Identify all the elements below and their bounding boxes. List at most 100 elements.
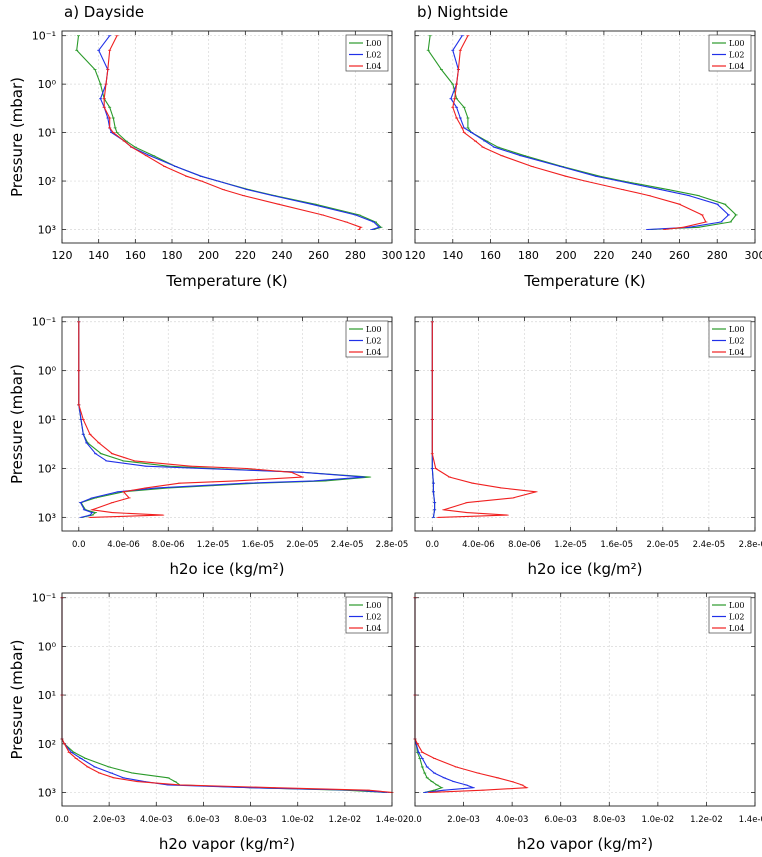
panel-ice_night: 0.0 4.0e-06 8.0e-06 1.2e-05 1.6e-05 2.0e-05 2.… (414, 316, 762, 578)
y-axis-label: Pressure (mbar) (8, 77, 26, 197)
plot-area (62, 31, 392, 243)
x-tick-label-4: 200 (556, 249, 577, 262)
y-axis-label: Pressure (mbar) (8, 639, 26, 759)
x-axis-label: h2o vapor (kg/m²) (159, 835, 295, 853)
x-tick-label-2: 8.0e-06 (508, 540, 541, 550)
x-tick-label-2: 160 (480, 249, 501, 262)
series-line-l04 (103, 35, 362, 230)
legend: L00 L02 L04 (708, 34, 752, 72)
y-tick-label-4: 10³ (38, 223, 56, 236)
legend-label-l02: L02 (729, 51, 745, 60)
y-tick-label-1: 10⁰ (38, 640, 57, 653)
legend-box (708, 596, 752, 634)
legend-label-l04: L04 (366, 348, 382, 357)
y-tick-label-3: 10² (38, 175, 56, 188)
series-line-l00 (427, 35, 737, 231)
legend-box (708, 320, 752, 358)
panel-title: b) Nightside (417, 3, 508, 21)
plot-area (62, 317, 392, 531)
y-tick-label-0: 10⁻¹ (32, 316, 56, 329)
x-tick-label-3: 1.2e-05 (197, 540, 230, 550)
x-tick-label-1: 140 (442, 249, 463, 262)
legend-label-l00: L00 (729, 601, 745, 610)
x-tick-label-5: 1.0e-02 (642, 815, 675, 825)
legend-box (345, 596, 389, 634)
legend-label-l00: L00 (729, 325, 745, 334)
x-tick-label-5: 220 (235, 249, 256, 262)
plot-frame (414, 30, 756, 244)
x-tick-label-6: 1.2e-02 (690, 815, 723, 825)
y-tick-label-3: 10² (38, 462, 56, 475)
legend-label-l00: L00 (729, 39, 745, 48)
x-axis-label: Temperature (K) (523, 272, 645, 290)
series-line-l00 (76, 35, 382, 231)
x-tick-label-5: 2.0e-05 (286, 540, 319, 550)
plot-frame (414, 592, 756, 807)
legend-label-l02: L02 (729, 613, 745, 622)
x-tick-label-7: 260 (308, 249, 329, 262)
y-axis-label: Pressure (mbar) (8, 364, 26, 484)
x-tick-label-2: 160 (125, 249, 146, 262)
x-tick-label-4: 8.0e-03 (593, 815, 626, 825)
plot-area (62, 593, 392, 806)
legend-label-l04: L04 (729, 348, 745, 357)
x-tick-label-3: 1.2e-05 (554, 540, 587, 550)
x-tick-label-4: 1.6e-05 (600, 540, 633, 550)
y-tick-label-1: 10⁰ (38, 78, 57, 91)
x-tick-label-5: 1.0e-02 (281, 815, 314, 825)
x-tick-label-9: 300 (382, 249, 403, 262)
x-tick-label-6: 240 (631, 249, 652, 262)
x-tick-label-0: 0.0 (408, 815, 422, 825)
legend-label-l02: L02 (729, 337, 745, 346)
x-tick-label-2: 4.0e-03 (496, 815, 529, 825)
x-tick-label-6: 240 (272, 249, 293, 262)
panel-vap_day: 0.0 2.0e-03 4.0e-03 6.0e-03 8.0e-03 1.0e-02 1.… (8, 592, 408, 853)
x-tick-label-8: 280 (707, 249, 728, 262)
series-line-l02 (450, 35, 730, 231)
x-tick-label-0: 0.0 (55, 815, 69, 825)
legend: L00 L02 L04 (345, 596, 389, 634)
x-tick-label-4: 8.0e-03 (234, 815, 267, 825)
legend: L00 L02 L04 (345, 34, 389, 72)
x-tick-label-2: 8.0e-06 (152, 540, 185, 550)
panel-vap_night: 0.0 2.0e-03 4.0e-03 6.0e-03 8.0e-03 1.0e-02 1.… (408, 592, 762, 853)
x-tick-label-1: 2.0e-03 (447, 815, 480, 825)
x-tick-label-6: 2.4e-05 (331, 540, 364, 550)
plot-area (415, 317, 755, 531)
series-line-l04 (78, 321, 304, 518)
legend-label-l00: L00 (366, 601, 382, 610)
plot-frame (414, 316, 756, 532)
legend-label-l00: L00 (366, 39, 382, 48)
legend-label-l02: L02 (366, 613, 382, 622)
plot-area (415, 593, 755, 806)
legend-label-l02: L02 (366, 337, 382, 346)
x-axis-label: Temperature (K) (165, 272, 287, 290)
legend-label-l04: L04 (729, 62, 745, 71)
legend: L00 L02 L04 (708, 320, 752, 358)
x-axis-label: h2o ice (kg/m²) (170, 560, 285, 578)
legend: L00 L02 L04 (345, 320, 389, 358)
panel-ice_day: 0.0 4.0e-06 8.0e-06 1.2e-05 1.6e-05 2.0e-05 2.… (8, 316, 408, 578)
x-tick-label-0: 120 (405, 249, 426, 262)
x-tick-label-6: 2.4e-05 (693, 540, 726, 550)
x-tick-label-6: 1.2e-02 (329, 815, 362, 825)
y-tick-label-2: 10¹ (38, 414, 56, 427)
y-tick-label-4: 10³ (38, 786, 56, 799)
x-tick-label-2: 4.0e-03 (140, 815, 173, 825)
series-line-l04 (452, 35, 707, 231)
x-tick-label-7: 1.4e-02 (376, 815, 409, 825)
x-tick-label-9: 300 (745, 249, 762, 262)
x-tick-label-1: 4.0e-06 (462, 540, 495, 550)
x-tick-label-3: 180 (518, 249, 539, 262)
plot-frame (61, 316, 393, 532)
panel-temp_night: 120 140 160 180 200 220 240 260 280 300 L00 L02 L04 b… (405, 3, 762, 290)
legend-box (345, 34, 389, 72)
legend-label-l00: L00 (366, 325, 382, 334)
series-line-l02 (78, 321, 365, 518)
legend: L00 L02 L04 (708, 596, 752, 634)
x-tick-label-4: 200 (198, 249, 219, 262)
x-tick-label-7: 260 (669, 249, 690, 262)
legend-box (345, 320, 389, 358)
legend-box (708, 34, 752, 72)
